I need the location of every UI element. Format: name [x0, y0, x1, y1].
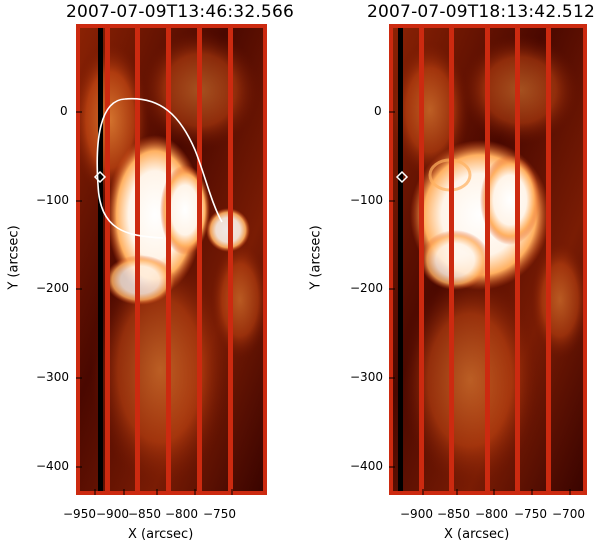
right-x-tick-0: −900	[400, 507, 433, 521]
left-x-axis-label: X (arcsec)	[128, 527, 194, 542]
right-y-tick-2: −200	[350, 281, 383, 295]
right-x-tick-3: −750	[514, 507, 547, 521]
right-panel-title: 2007-07-09T18:13:42.512	[367, 2, 595, 22]
left-x-tick-4: −750	[203, 507, 236, 521]
left-x-tick-2: −850	[128, 507, 161, 521]
left-y-tick-1: −100	[36, 193, 69, 207]
left-diamond-marker	[93, 170, 107, 184]
right-x-axis-label: X (arcsec)	[444, 527, 510, 542]
right-y-tick-1: −100	[350, 193, 383, 207]
right-solar-image	[389, 24, 587, 495]
left-x-tick-0: −950	[63, 507, 96, 521]
right-x-tick-2: −800	[475, 507, 508, 521]
left-y-tick-4: −400	[36, 459, 69, 473]
left-y-tick-0: 0	[60, 104, 68, 118]
right-diamond-marker	[395, 170, 409, 184]
left-y-tick-2: −200	[36, 281, 69, 295]
right-y-tick-3: −300	[350, 370, 383, 384]
left-solar-image	[76, 24, 267, 495]
right-x-tick-1: −850	[437, 507, 470, 521]
right-x-tick-4: −700	[552, 507, 585, 521]
right-y-tick-0: 0	[374, 104, 382, 118]
left-x-tick-3: −800	[165, 507, 198, 521]
left-panel-title: 2007-07-09T13:46:32.566	[66, 2, 294, 22]
left-x-tick-1: −900	[96, 507, 129, 521]
left-y-tick-3: −300	[36, 370, 69, 384]
right-y-tick-4: −400	[350, 459, 383, 473]
left-contour-line	[96, 97, 223, 239]
